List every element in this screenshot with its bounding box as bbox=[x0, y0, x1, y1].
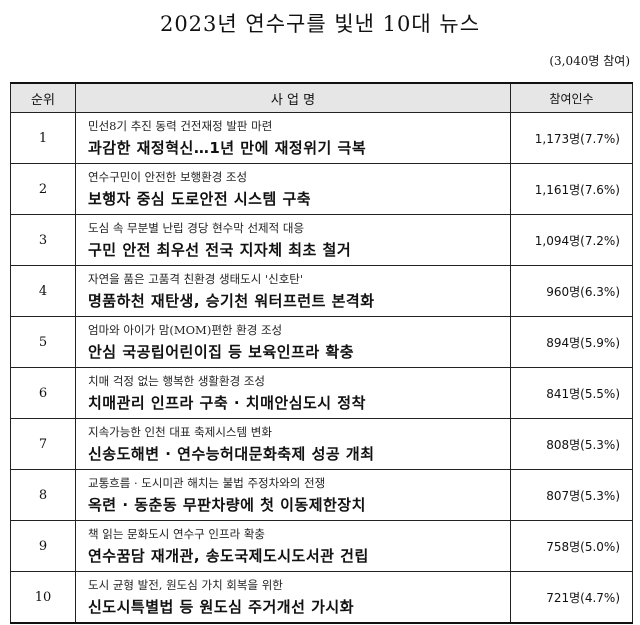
participants-cell: 808명(5.3%) bbox=[510, 418, 633, 470]
table-row: 8 교통흐름 · 도시미관 해치는 불법 주정차와의 전쟁 옥련 · 동춘동 무판차… bbox=[10, 469, 633, 521]
participants-cell: 758명(5.0%) bbox=[510, 520, 633, 572]
project-subtitle: 책 읽는 문화도시 연수구 인프라 확충 bbox=[88, 527, 265, 541]
project-headline: 옥련 · 동춘동 무판차량에 첫 이동제한장치 bbox=[88, 496, 366, 514]
participants-cell: 721명(4.7%) bbox=[510, 571, 633, 624]
project-headline: 신도시특별법 등 원도심 주거개선 가시화 bbox=[88, 598, 354, 616]
project-headline: 치매관리 인프라 구축 · 치매안심도시 정착 bbox=[88, 394, 366, 412]
project-headline: 안심 국공립어린이집 등 보육인프라 확충 bbox=[88, 343, 354, 361]
participants-cell: 1,161명(7.6%) bbox=[510, 163, 633, 215]
header-rank: 순위 bbox=[10, 82, 76, 113]
table-row: 4 자연을 품은 고품격 친환경 생태도시 '신호탄' 명품하천 재탄생, 승기천 … bbox=[10, 265, 633, 317]
rank-cell: 6 bbox=[10, 367, 76, 419]
table-row: 6 치매 걱정 없는 행복한 생활환경 조성 치매관리 인프라 구축 · 치매안심도… bbox=[10, 367, 633, 419]
participants-cell: 841명(5.5%) bbox=[510, 367, 633, 419]
rank-cell: 1 bbox=[10, 112, 76, 164]
table-row: 5 엄마와 아이가 맘(MOM)편한 환경 조성 안심 국공립어린이집 등 보육인프… bbox=[10, 316, 633, 368]
rank-cell: 10 bbox=[10, 571, 76, 624]
project-subtitle: 엄마와 아이가 맘(MOM)편한 환경 조성 bbox=[88, 323, 283, 337]
project-subtitle: 치매 걱정 없는 행복한 생활환경 조성 bbox=[88, 374, 265, 388]
table-row: 1 민선8기 추진 동력 건전재정 발판 마련 과감한 재정혁신…1년 만에 재정위… bbox=[10, 112, 633, 164]
project-cell: 자연을 품은 고품격 친환경 생태도시 '신호탄' 명품하천 재탄생, 승기천 워… bbox=[75, 265, 511, 317]
news-table: 순위 사 업 명 참여인수 1 민선8기 추진 동력 건전재정 발판 마련 과감한 … bbox=[10, 82, 633, 624]
project-headline: 명품하천 재탄생, 승기천 워터프런트 본격화 bbox=[88, 292, 375, 310]
project-subtitle: 교통흐름 · 도시미관 해치는 불법 주정차와의 전쟁 bbox=[88, 476, 326, 490]
table-row: 7 지속가능한 인천 대표 축제시스템 변화 신송도해변 · 연수능허대문화축제 성… bbox=[10, 418, 633, 470]
page-title: 2023년 연수구를 빛낸 10대 뉴스 bbox=[159, 12, 481, 36]
rank-cell: 4 bbox=[10, 265, 76, 317]
table-row: 10 도시 균형 발전, 원도심 가치 회복을 위한 신도시특별법 등 원도심 주거… bbox=[10, 571, 633, 624]
rank-cell: 3 bbox=[10, 214, 76, 266]
project-subtitle: 민선8기 추진 동력 건전재정 발판 마련 bbox=[88, 119, 273, 133]
project-headline: 신송도해변 · 연수능허대문화축제 성공 개최 bbox=[88, 445, 375, 463]
rank-cell: 2 bbox=[10, 163, 76, 215]
participants-cell: 960명(6.3%) bbox=[510, 265, 633, 317]
rank-cell: 9 bbox=[10, 520, 76, 572]
project-headline: 보행자 중심 도로안전 시스템 구축 bbox=[88, 190, 312, 208]
table-row: 3 도심 속 무분별 난립 경당 현수막 선제적 대응 구민 안전 최우선 전국 지… bbox=[10, 214, 633, 266]
project-headline: 구민 안전 최우선 전국 지자체 최초 철거 bbox=[88, 241, 352, 259]
rank-cell: 8 bbox=[10, 469, 76, 521]
header-project: 사 업 명 bbox=[75, 82, 511, 113]
header-participants: 참여인수 bbox=[510, 82, 633, 113]
project-headline: 연수꿈담 재개관, 송도국제도시도서관 건립 bbox=[88, 547, 369, 565]
project-headline: 과감한 재정혁신…1년 만에 재정위기 극복 bbox=[88, 139, 367, 157]
participants-total: (3,040명 참여) bbox=[549, 54, 630, 68]
table-row: 2 연수구민이 안전한 보행환경 조성 보행자 중심 도로안전 시스템 구축 1,16… bbox=[10, 163, 633, 215]
project-subtitle: 연수구민이 안전한 보행환경 조성 bbox=[88, 170, 248, 184]
participants-cell: 1,094명(7.2%) bbox=[510, 214, 633, 266]
participants-cell: 1,173명(7.7%) bbox=[510, 112, 633, 164]
project-subtitle: 자연을 품은 고품격 친환경 생태도시 '신호탄' bbox=[88, 272, 304, 286]
project-subtitle: 도시 균형 발전, 원도심 가치 회복을 위한 bbox=[88, 578, 283, 592]
table-header-row: 순위 사 업 명 참여인수 bbox=[10, 82, 633, 113]
rank-cell: 7 bbox=[10, 418, 76, 470]
rank-cell: 5 bbox=[10, 316, 76, 368]
participants-cell: 807명(5.3%) bbox=[510, 469, 633, 521]
project-subtitle: 지속가능한 인천 대표 축제시스템 변화 bbox=[88, 425, 272, 439]
participants-cell: 894명(5.9%) bbox=[510, 316, 633, 368]
project-subtitle: 도심 속 무분별 난립 경당 현수막 선제적 대응 bbox=[88, 221, 305, 235]
